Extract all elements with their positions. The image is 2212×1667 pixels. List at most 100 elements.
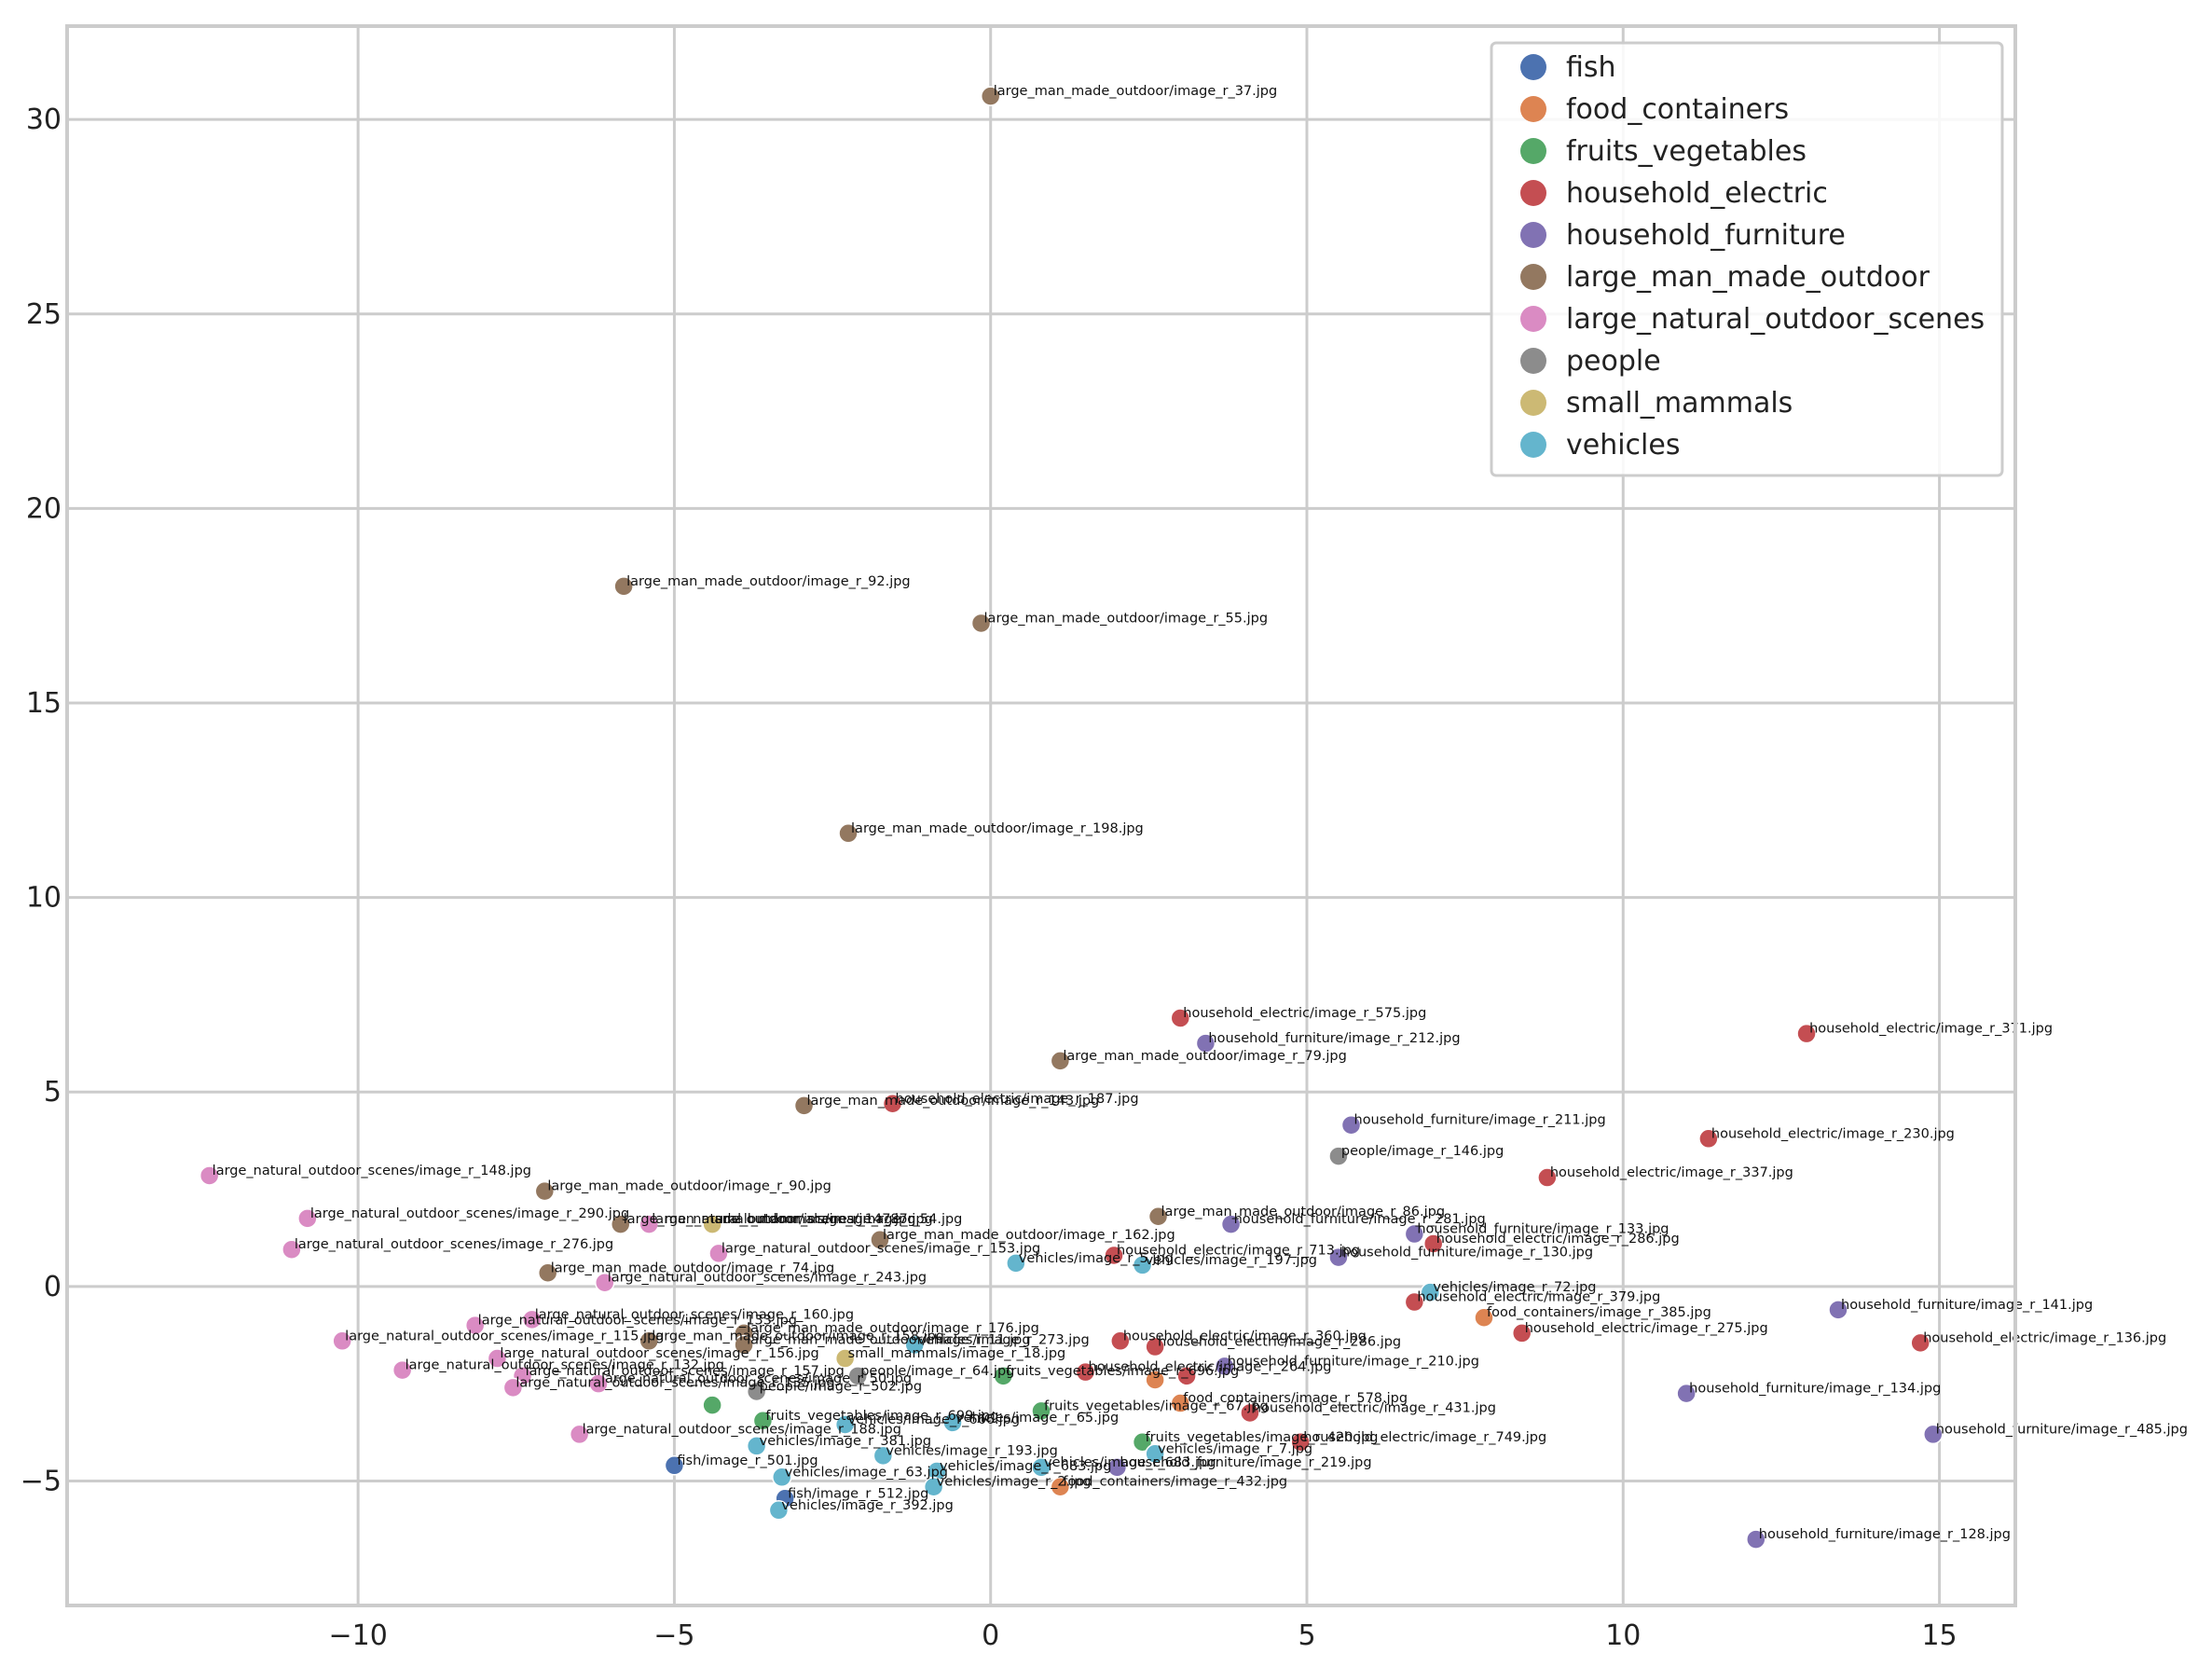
data-point-label: large_natural_outdoor_scenes/image_r_148… xyxy=(213,1164,531,1178)
data-point-vehicles xyxy=(746,1436,767,1456)
data-point-label: large_natural_outdoor_scenes/image_r_188… xyxy=(583,1422,901,1437)
data-point-vehicles xyxy=(872,1445,894,1467)
data-point-vehicles xyxy=(1031,1457,1051,1478)
x-tick-label: −5 xyxy=(653,1619,694,1652)
data-point-label: large_natural_outdoor_scenes/image_r_156… xyxy=(500,1346,818,1361)
data-point-vehicles xyxy=(1006,1253,1026,1274)
data-point-label: household_electric/image_r_575.jpg xyxy=(1183,1006,1426,1021)
data-point-large_natural_outdoor_scenes xyxy=(392,1359,413,1381)
data-point-label: household_electric/image_r_749.jpg xyxy=(1303,1430,1546,1445)
data-point-label: household_electric/image_r_264.jpg xyxy=(1089,1360,1332,1375)
data-point-label: food_containers/image_r_578.jpg xyxy=(1183,1391,1408,1406)
data-point-label: large_natural_outdoor_scenes/image_r_54.… xyxy=(652,1212,962,1227)
data-point-label: household_furniture/image_r_281.jpg xyxy=(1234,1212,1486,1227)
data-point-label: vehicles/image_r_273.jpg xyxy=(917,1332,1089,1347)
grid xyxy=(67,26,2015,1605)
data-point-vehicles xyxy=(1145,1443,1165,1465)
data-point-label: large_man_made_outdoor/image_r_74.jpg xyxy=(551,1261,835,1275)
data-point-vehicles xyxy=(942,1412,963,1433)
x-tick-label: 0 xyxy=(982,1619,999,1652)
data-point-household_electric xyxy=(1422,1233,1444,1254)
data-point-label: fruits_vegetables/image_r_696.jpg xyxy=(1006,1364,1239,1379)
legend-marker xyxy=(1520,348,1546,374)
legend-label: household_furniture xyxy=(1566,219,1846,252)
tick-labels: −10 −5 0 5 10 15 −5 0 5 10 15 20 25 30 xyxy=(21,103,1958,1652)
data-point-large_man_made_outdoor xyxy=(1050,1051,1071,1071)
data-point-label: household_electric/image_r_337.jpg xyxy=(1550,1165,1793,1180)
legend-label: fish xyxy=(1566,51,1616,84)
data-point-label: small_mammals/image_r_87.jpg xyxy=(715,1212,933,1227)
data-point-household_electric xyxy=(1290,1432,1311,1453)
data-point-large_natural_outdoor_scenes xyxy=(282,1239,302,1260)
data-point-label: household_electric/image_r_187.jpg xyxy=(896,1092,1139,1107)
legend-marker xyxy=(1520,432,1546,458)
data-point-label: large_natural_outdoor_scenes/image_r_160… xyxy=(535,1307,854,1322)
data-point-label: household_furniture/image_r_133.jpg xyxy=(1417,1222,1669,1237)
data-point-household_furniture xyxy=(1746,1529,1766,1550)
data-point-label: large_natural_outdoor_scenes/image_r_157… xyxy=(526,1364,845,1379)
data-point-small_mammals xyxy=(834,1348,856,1369)
data-point-food_containers xyxy=(1145,1370,1165,1390)
y-tick-label: 10 xyxy=(26,882,62,915)
data-point-label: large_man_made_outdoor/image_r_11.jpg xyxy=(747,1332,1031,1347)
data-point-label: people/image_r_502.jpg xyxy=(760,1380,922,1395)
data-point-label: vehicles/image_r_63.jpg xyxy=(785,1465,948,1480)
data-point-label: vehicles/image_r_5.jpg xyxy=(1019,1251,1174,1266)
data-point-large_natural_outdoor_scenes xyxy=(588,1373,609,1394)
data-point-label: large_man_made_outdoor/image_r_198.jpg xyxy=(851,821,1144,836)
data-point-label: fish/image_r_501.jpg xyxy=(677,1453,817,1468)
y-tick-label: 0 xyxy=(44,1271,62,1303)
data-point-label: vehicles/image_r_193.jpg xyxy=(886,1443,1057,1458)
data-point-fish xyxy=(664,1455,685,1476)
data-point-large_man_made_outdoor xyxy=(838,823,859,844)
y-tick-label: 5 xyxy=(44,1076,62,1109)
data-point-label: people/image_r_64.jpg xyxy=(860,1364,1014,1379)
data-point-vehicles xyxy=(904,1334,926,1356)
legend-box xyxy=(1490,41,2004,477)
legend-label: food_containers xyxy=(1566,93,1789,126)
data-point-label: large_natural_outdoor_scenes/image_r_135… xyxy=(515,1375,834,1390)
data-point-household_furniture xyxy=(1220,1214,1242,1234)
data-point-household_electric xyxy=(882,1094,903,1114)
data-point-label: large_natural_outdoor_scenes/image_r_276… xyxy=(295,1237,613,1252)
data-point-label: household_electric/image_r_713.jpg xyxy=(1117,1243,1360,1258)
data-point-fruits_vegetables xyxy=(702,1395,722,1415)
data-point-label: large_man_made_outdoor/image_r_79.jpg xyxy=(1063,1049,1347,1064)
x-tick-label: 10 xyxy=(1605,1619,1641,1652)
legend-marker xyxy=(1520,306,1546,332)
data-point-label: fish/image_r_512.jpg xyxy=(788,1486,928,1501)
data-point-label: household_electric/image_r_286.jpg xyxy=(1158,1335,1401,1350)
x-tick-label: 5 xyxy=(1298,1619,1315,1652)
y-tick-label: 25 xyxy=(26,298,62,331)
data-point-label: large_man_made_outdoor/image_r_176.jpg xyxy=(747,1321,1039,1336)
point-labels: fish/image_r_501.jpg fish/image_r_512.jpg… xyxy=(213,84,2188,1542)
legend-label: large_natural_outdoor_scenes xyxy=(1566,303,1985,336)
data-point-label: food_containers/image_r_385.jpg xyxy=(1487,1305,1711,1320)
legend-label: fruits_vegetables xyxy=(1566,135,1807,168)
data-point-large_natural_outdoor_scenes xyxy=(595,1272,615,1293)
legend-marker xyxy=(1520,264,1546,290)
data-point-label: household_electric/image_r_360.jpg xyxy=(1123,1329,1367,1343)
data-point-label: vehicles/image_r_65.jpg xyxy=(955,1411,1119,1426)
data-point-household_electric xyxy=(1110,1330,1131,1352)
data-point-label: fruits_vegetables/image_r_67.jpg xyxy=(1044,1398,1269,1413)
legend-marker xyxy=(1520,390,1546,416)
y-tick-label: 20 xyxy=(26,492,62,525)
data-point-large_natural_outdoor_scenes xyxy=(639,1214,660,1234)
data-point-large_natural_outdoor_scenes xyxy=(332,1330,352,1352)
data-point-large_man_made_outdoor xyxy=(793,1095,815,1116)
data-point-label: household_electric/image_r_230.jpg xyxy=(1711,1126,1955,1141)
y-tick-label: 30 xyxy=(26,103,62,136)
legend-marker xyxy=(1520,222,1546,248)
data-point-household_electric xyxy=(1075,1361,1096,1383)
data-point-household_electric xyxy=(1796,1023,1817,1044)
data-point-label: vehicles/image_r_683.jpg xyxy=(1044,1455,1216,1470)
data-point-vehicles xyxy=(834,1414,856,1435)
legend: fish food_containers fruits_vegetableshous… xyxy=(1490,41,2004,477)
data-point-label: large_natural_outdoor_scenes/image_r_153… xyxy=(721,1241,1040,1256)
data-point-label: large_man_made_outdoor/image_r_158.jpg xyxy=(652,1329,944,1343)
data-point-label: large_man_made_outdoor/image_r_55.jpg xyxy=(984,611,1269,626)
data-point-label: fruits_vegetables/image_r_420.jpg xyxy=(1146,1430,1379,1445)
data-point-large_man_made_outdoor xyxy=(970,613,992,634)
data-point-label: vehicles/image_r_197.jpg xyxy=(1146,1253,1317,1268)
